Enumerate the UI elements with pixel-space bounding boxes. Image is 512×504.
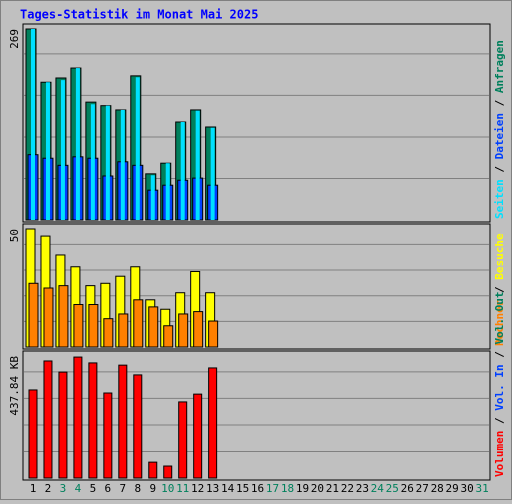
chart-title: Tages-Statistik im Monat Mai 2025 (20, 8, 258, 22)
x-tick-label: 29 (446, 482, 459, 495)
x-tick-label: 20 (311, 482, 324, 495)
x-tick-label: 17 (266, 482, 279, 495)
x-tick-label: 25 (386, 482, 399, 495)
x-tick-label: 19 (296, 482, 309, 495)
bar (178, 401, 188, 479)
bar (73, 304, 84, 348)
legend: Volumen / Vol. In / Vol. Out (493, 292, 506, 477)
legend-entry: Besuche (493, 233, 506, 280)
legend-entry: Volumen (493, 431, 506, 477)
legend-entry: Vol. Out (493, 292, 506, 345)
y-tick-label: 437.84 KB (8, 356, 21, 416)
bar (163, 465, 173, 479)
bar (180, 122, 185, 220)
legend-entry: Dateien (493, 113, 506, 159)
x-tick-label: 23 (356, 482, 369, 495)
bar (28, 282, 39, 348)
x-tick-label: 16 (251, 482, 264, 495)
bar (178, 313, 189, 348)
x-tick-label: 21 (326, 482, 339, 495)
x-tick-label: 2 (45, 482, 52, 495)
bar (163, 325, 174, 348)
panel (22, 350, 491, 481)
x-tick-label: 12 (191, 482, 204, 495)
x-tick-label: 27 (416, 482, 429, 495)
x-tick-label: 10 (161, 482, 174, 495)
x-tick-label: 24 (371, 482, 385, 495)
x-tick-label: 11 (176, 482, 189, 495)
legend-separator: / (493, 411, 506, 431)
bar (118, 364, 128, 479)
x-tick-label: 18 (281, 482, 294, 495)
bar (103, 318, 114, 348)
bar (31, 29, 35, 220)
legend-separator: / (493, 159, 506, 179)
bar (43, 287, 54, 348)
bar (105, 105, 110, 220)
bar (150, 175, 155, 220)
x-tick-label: 1 (30, 482, 37, 495)
bar (208, 320, 219, 348)
x-tick-label: 28 (431, 482, 444, 495)
bar (73, 356, 83, 479)
bar (148, 306, 159, 348)
x-tick-label: 14 (221, 482, 235, 495)
bar (193, 311, 204, 348)
x-tick-label: 26 (401, 482, 414, 495)
bar (133, 374, 143, 479)
bar (75, 68, 80, 220)
bar (103, 392, 113, 479)
bar (45, 82, 50, 221)
x-tick-label: 30 (461, 482, 474, 495)
bar (60, 80, 65, 220)
x-tick-label: 4 (75, 482, 82, 495)
y-tick-label: 50 (8, 229, 21, 242)
bar (43, 360, 53, 479)
x-tick-label: 15 (236, 482, 249, 495)
bar (58, 285, 69, 348)
bar (120, 109, 125, 220)
legend: Rechner / Besuche (493, 233, 506, 346)
bar (133, 299, 144, 348)
x-tick-label: 31 (475, 482, 488, 495)
bar (193, 393, 203, 479)
bar (88, 362, 98, 479)
x-tick-label: 13 (206, 482, 219, 495)
bar (58, 371, 68, 479)
legend-entry: Rechner (493, 299, 506, 346)
bar (210, 127, 215, 220)
x-tick-label: 7 (120, 482, 127, 495)
x-tick-label: 8 (134, 482, 141, 495)
x-tick-label: 5 (90, 482, 97, 495)
legend-entry: Anfragen (493, 40, 506, 93)
legend-separator: / (493, 93, 506, 113)
bar (90, 104, 95, 220)
bar (208, 367, 218, 479)
legend-entry: Seiten (493, 179, 506, 219)
bar (195, 110, 200, 220)
bar (135, 77, 140, 220)
legend-entry: Vol. In (493, 364, 506, 410)
bar (118, 313, 129, 348)
legend-separator: / (493, 345, 506, 365)
bar (148, 461, 158, 479)
legend: Seiten / Dateien / Anfragen (493, 40, 506, 219)
x-tick-label: 9 (149, 482, 156, 495)
x-tick-label: 22 (341, 482, 354, 495)
x-tick-label: 6 (105, 482, 112, 495)
bar (28, 389, 38, 479)
bar (88, 304, 99, 348)
bar (165, 163, 170, 220)
y-tick-label: 269 (8, 29, 21, 49)
legend-separator: / (493, 280, 506, 300)
x-tick-label: 3 (60, 482, 67, 495)
